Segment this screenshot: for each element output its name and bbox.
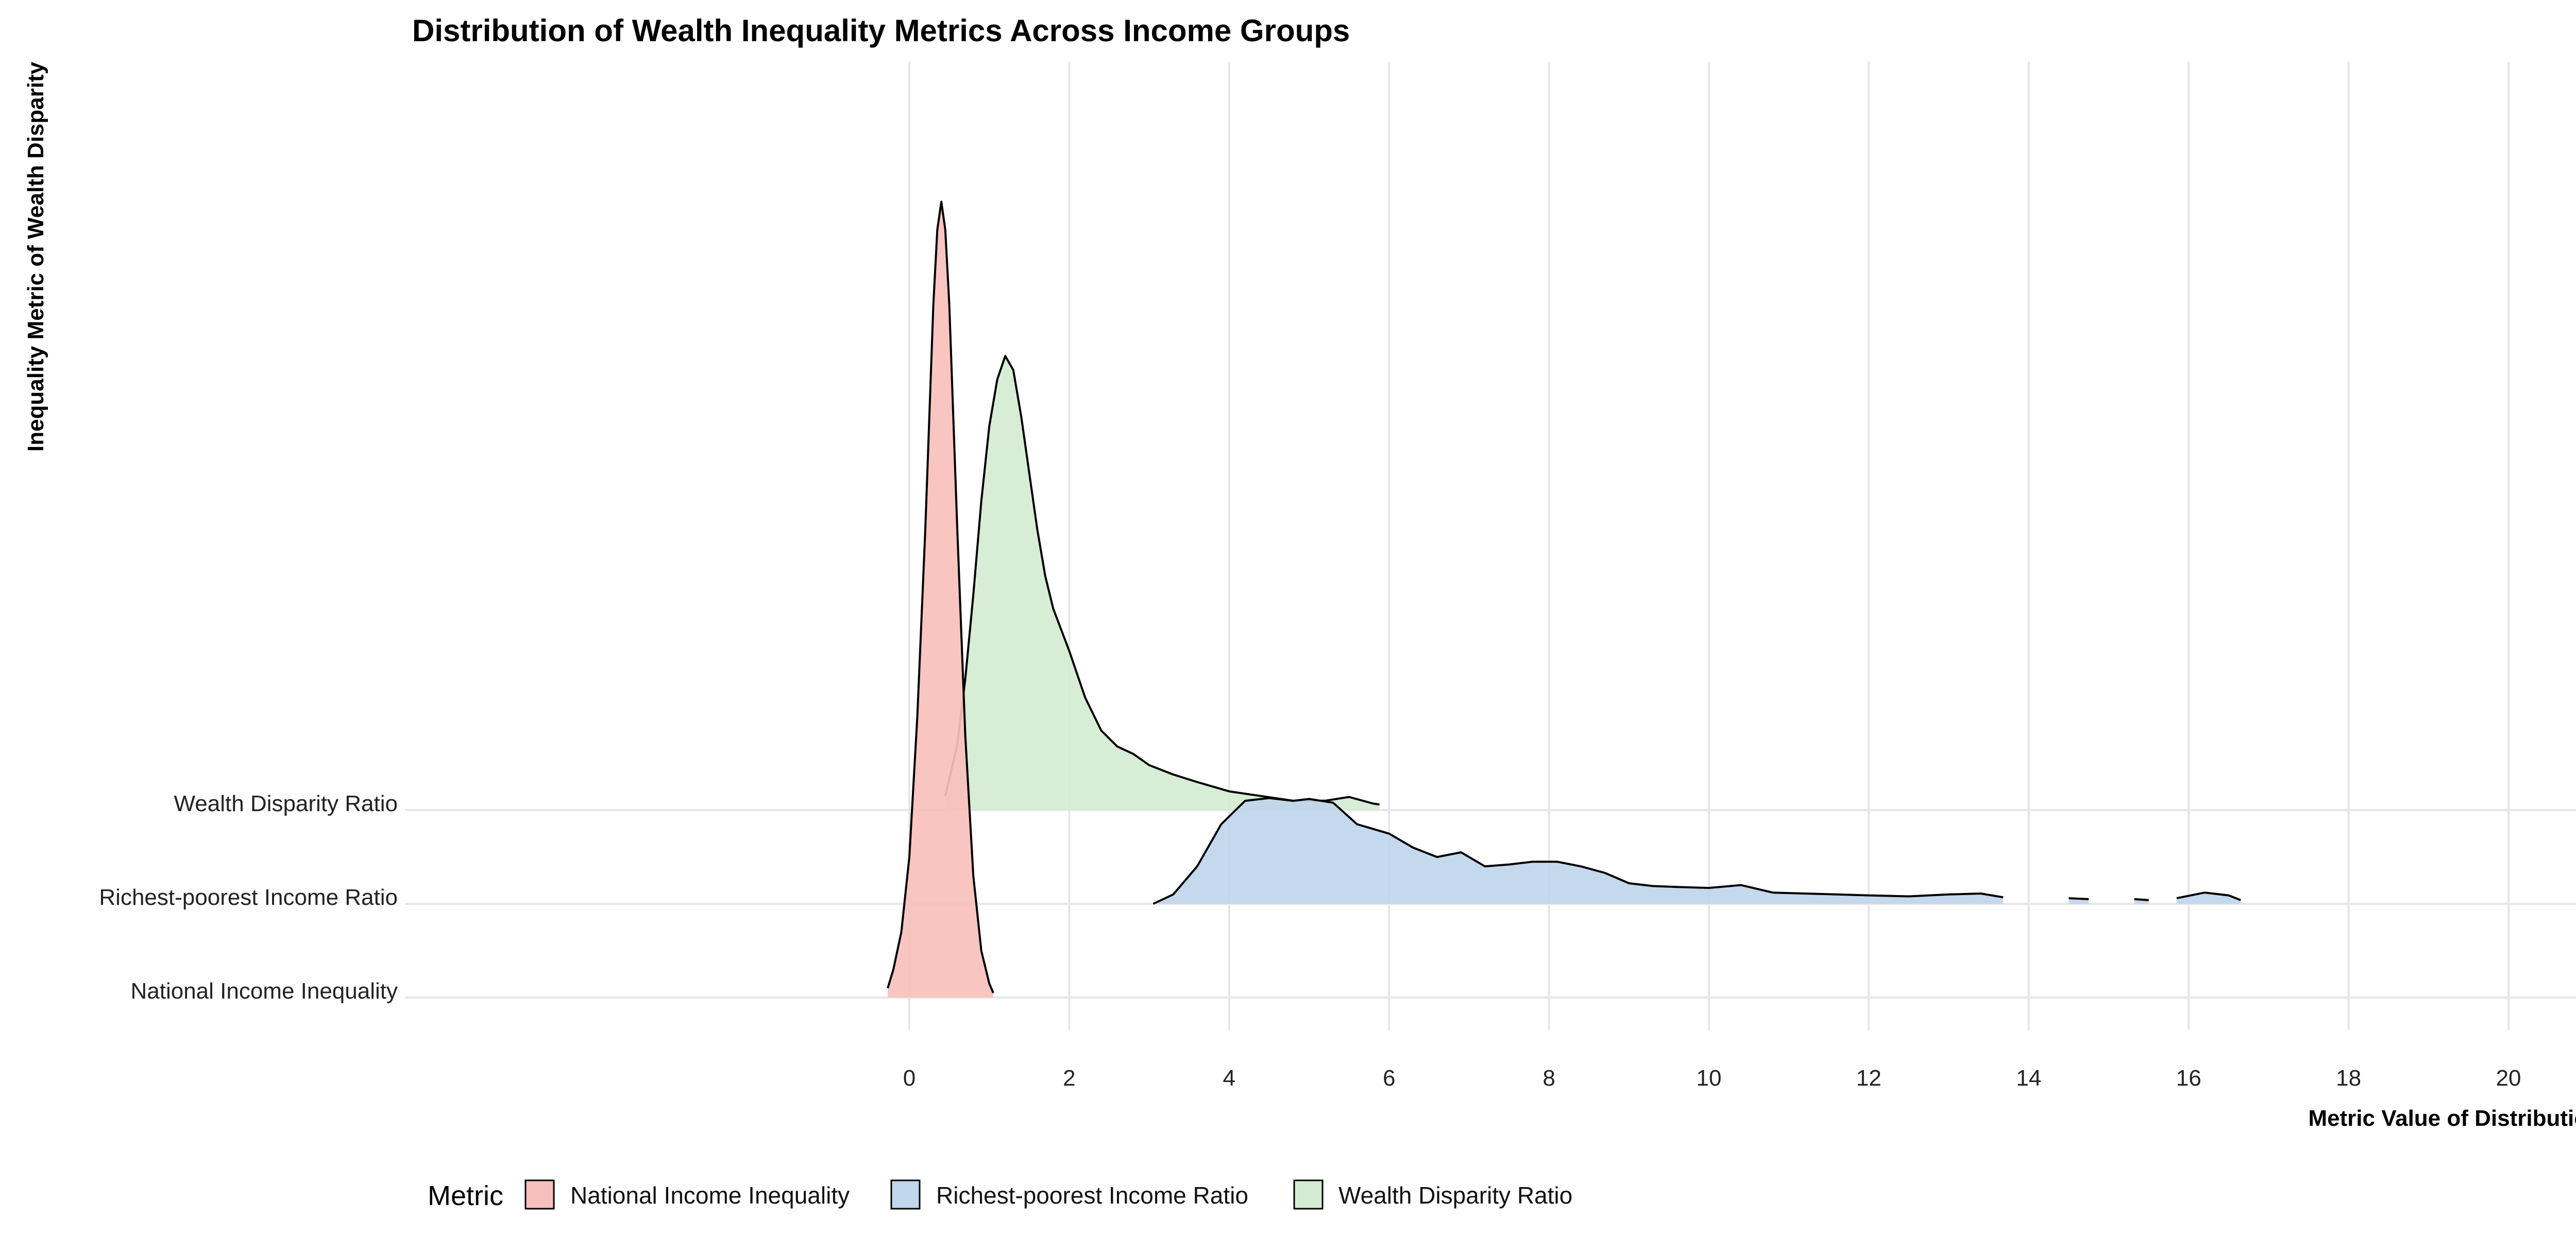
- legend-title: Metric: [428, 1180, 503, 1211]
- x-axis-title: Metric Value of Distribution: [2308, 1106, 2576, 1131]
- legend-swatch: [524, 1179, 555, 1210]
- density-fill: [945, 356, 1380, 810]
- density-fill: [2176, 892, 2241, 904]
- x-tick-label: 6: [1383, 1066, 1395, 1091]
- y-axis-title: Inequality Metric of Wealth Disparity: [23, 61, 48, 452]
- legend-label: Richest-poorest Income Ratio: [936, 1182, 1248, 1209]
- y-tick-label: Richest-poorest Income Ratio: [99, 885, 398, 910]
- legend-swatch: [1293, 1179, 1324, 1210]
- density-outline: [887, 200, 994, 993]
- legend-label: National Income Inequality: [570, 1182, 850, 1209]
- y-tick-labels: National Income Inequality Richest-poores…: [99, 791, 398, 1004]
- density-fill: [1153, 798, 2004, 904]
- chart-title: Distribution of Wealth Inequality Metric…: [412, 13, 1350, 48]
- density-outline: [2069, 897, 2089, 900]
- density-outline: [1153, 797, 2004, 905]
- y-tick-label: Wealth Disparity Ratio: [174, 791, 398, 816]
- legend-swatch: [890, 1179, 921, 1210]
- x-tick-label: 8: [1543, 1066, 1555, 1091]
- legend: Metric National Income Inequality Richest…: [428, 1179, 1572, 1211]
- density-outline: [2134, 898, 2149, 901]
- x-tick-labels: 0 2 4 6 8 10 12 14 16 18 20: [903, 1066, 2521, 1091]
- x-tick-label: 20: [2496, 1066, 2521, 1091]
- legend-label: Wealth Disparity Ratio: [1338, 1182, 1572, 1209]
- x-tick-label: 16: [2176, 1066, 2201, 1091]
- density-outline: [2176, 891, 2241, 901]
- y-tick-label: National Income Inequality: [130, 978, 398, 1004]
- x-tick-label: 10: [1697, 1066, 1722, 1091]
- ridges: [887, 200, 2241, 998]
- density-fill: [888, 201, 993, 998]
- x-tick-label: 18: [2336, 1066, 2361, 1091]
- x-tick-label: 4: [1223, 1066, 1235, 1091]
- x-tick-label: 0: [903, 1066, 916, 1091]
- x-tick-label: 14: [2016, 1066, 2041, 1091]
- x-tick-label: 2: [1063, 1066, 1075, 1091]
- x-tick-label: 12: [1856, 1066, 1882, 1091]
